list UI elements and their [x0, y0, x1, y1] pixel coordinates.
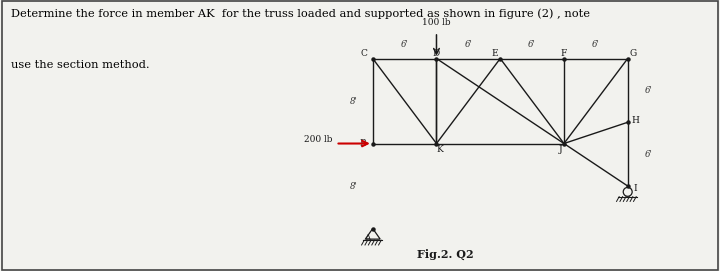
- Text: 100 lb: 100 lb: [422, 18, 451, 27]
- Text: 200 lb: 200 lb: [304, 135, 333, 144]
- Text: G: G: [629, 49, 636, 58]
- Text: I: I: [634, 184, 637, 193]
- Text: F: F: [561, 49, 567, 58]
- Text: use the section method.: use the section method.: [11, 60, 149, 70]
- Text: C: C: [361, 49, 368, 58]
- Text: B: B: [360, 139, 366, 148]
- Text: 6': 6': [645, 150, 653, 159]
- Text: 8': 8': [350, 182, 358, 191]
- Text: A: A: [364, 234, 371, 243]
- Text: 6': 6': [645, 86, 653, 95]
- Text: 8': 8': [350, 96, 358, 105]
- Text: K: K: [436, 146, 443, 154]
- Text: E: E: [492, 49, 498, 58]
- Text: H: H: [631, 116, 639, 125]
- Text: J: J: [559, 146, 562, 154]
- Text: 6': 6': [400, 40, 408, 49]
- Text: Fig.2. Q2: Fig.2. Q2: [417, 249, 474, 260]
- Text: Determine the force in member AK  for the truss loaded and supported as shown in: Determine the force in member AK for the…: [11, 8, 590, 19]
- Text: D: D: [433, 49, 440, 58]
- Text: 6': 6': [464, 40, 472, 49]
- Text: 6': 6': [528, 40, 536, 49]
- Text: 6': 6': [592, 40, 600, 49]
